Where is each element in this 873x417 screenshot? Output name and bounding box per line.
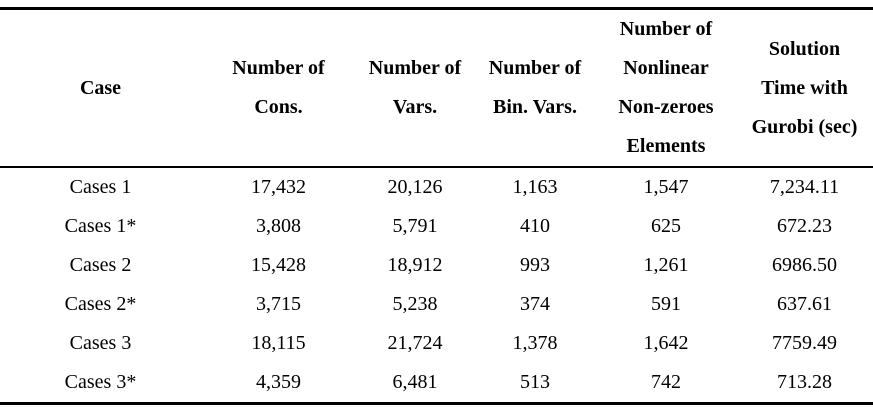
col-header-line: Bin. Vars. xyxy=(493,96,577,118)
cell-bin-vars: 1,163 xyxy=(512,176,558,198)
col-header-line: Non-zeroes xyxy=(618,96,714,118)
cell-cons: 18,115 xyxy=(251,332,306,354)
cell-nonzeroes: 1,642 xyxy=(643,332,689,354)
results-table: Case Number of Cons. Number of Vars. Num… xyxy=(0,7,873,405)
cell-vars: 6,481 xyxy=(392,371,438,393)
cell-cons: 4,359 xyxy=(256,371,301,393)
cell-nonzeroes: 591 xyxy=(651,293,681,315)
col-header-line: Number of xyxy=(488,57,582,79)
table-row: Cases 3 18,115 21,724 1,378 1,642 7759.4… xyxy=(0,324,873,363)
cell-case: Cases 1* xyxy=(64,215,137,237)
col-header-line: Solution xyxy=(768,37,841,60)
cell-solution-time: 7,234.11 xyxy=(769,176,840,198)
col-header-line: Number of xyxy=(619,18,713,40)
col-header-line: Nonlinear xyxy=(623,57,709,79)
cell-vars: 20,126 xyxy=(387,176,443,198)
cell-bin-vars: 374 xyxy=(520,293,550,315)
cell-case: Cases 2* xyxy=(64,293,137,315)
header-row: Case Number of Cons. Number of Vars. Num… xyxy=(0,8,873,168)
col-header-line: Vars. xyxy=(392,96,438,118)
table-row: Cases 3* 4,359 6,481 513 742 713.28 xyxy=(0,363,873,404)
col-header-bin-vars: Number of Bin. Vars. xyxy=(474,9,596,168)
table-body: Cases 1 17,432 20,126 1,163 1,547 7,234.… xyxy=(0,167,873,404)
cell-solution-time: 6986.50 xyxy=(772,254,837,276)
cell-cons: 3,715 xyxy=(256,293,301,315)
cell-solution-time: 672.23 xyxy=(777,215,832,237)
col-header-line: Elements xyxy=(626,135,706,157)
cell-cons: 15,428 xyxy=(251,254,306,276)
table-header: Case Number of Cons. Number of Vars. Num… xyxy=(0,8,873,168)
cell-solution-time: 637.61 xyxy=(777,293,832,315)
cell-cons: 3,808 xyxy=(256,215,301,237)
table-row: Cases 1 17,432 20,126 1,163 1,547 7,234.… xyxy=(0,167,873,207)
col-header-line: Case xyxy=(79,76,122,99)
cell-bin-vars: 513 xyxy=(520,371,550,393)
cell-case: Cases 2 xyxy=(69,254,132,276)
table-row: Cases 2 15,428 18,912 993 1,261 6986.50 xyxy=(0,246,873,285)
cell-case: Cases 1 xyxy=(69,176,132,198)
cell-bin-vars: 993 xyxy=(520,254,550,276)
col-header-line: Number of xyxy=(232,57,325,79)
cell-case: Cases 3 xyxy=(69,332,132,354)
cell-nonzeroes: 1,547 xyxy=(643,176,689,198)
col-header-line: Number of xyxy=(368,57,462,79)
cell-vars: 18,912 xyxy=(387,254,443,276)
cell-bin-vars: 410 xyxy=(520,215,550,237)
col-header-line: Time with xyxy=(761,76,848,99)
col-header-cons: Number of Cons. xyxy=(201,9,356,168)
cell-solution-time: 7759.49 xyxy=(772,332,837,354)
cell-nonzeroes: 625 xyxy=(651,215,681,237)
cell-case: Cases 3* xyxy=(64,371,137,393)
cell-vars: 5,791 xyxy=(392,215,438,237)
cell-nonzeroes: 742 xyxy=(651,371,681,393)
table-row: Cases 1* 3,808 5,791 410 625 672.23 xyxy=(0,207,873,246)
cell-bin-vars: 1,378 xyxy=(512,332,558,354)
col-header-line: Cons. xyxy=(254,96,303,118)
col-header-case: Case xyxy=(0,9,201,168)
table-row: Cases 2* 3,715 5,238 374 591 637.61 xyxy=(0,285,873,324)
cell-vars: 5,238 xyxy=(392,293,438,315)
cell-solution-time: 713.28 xyxy=(777,371,832,393)
cell-cons: 17,432 xyxy=(251,176,306,198)
cell-vars: 21,724 xyxy=(387,332,443,354)
col-header-line: Gurobi (sec) xyxy=(751,115,858,138)
col-header-nonlinear-nonzeroes: Number of Nonlinear Non-zeroes Elements xyxy=(596,9,736,168)
col-header-vars: Number of Vars. xyxy=(356,9,474,168)
col-header-solution-time: Solution Time with Gurobi (sec) xyxy=(736,9,873,168)
cell-nonzeroes: 1,261 xyxy=(643,254,689,276)
